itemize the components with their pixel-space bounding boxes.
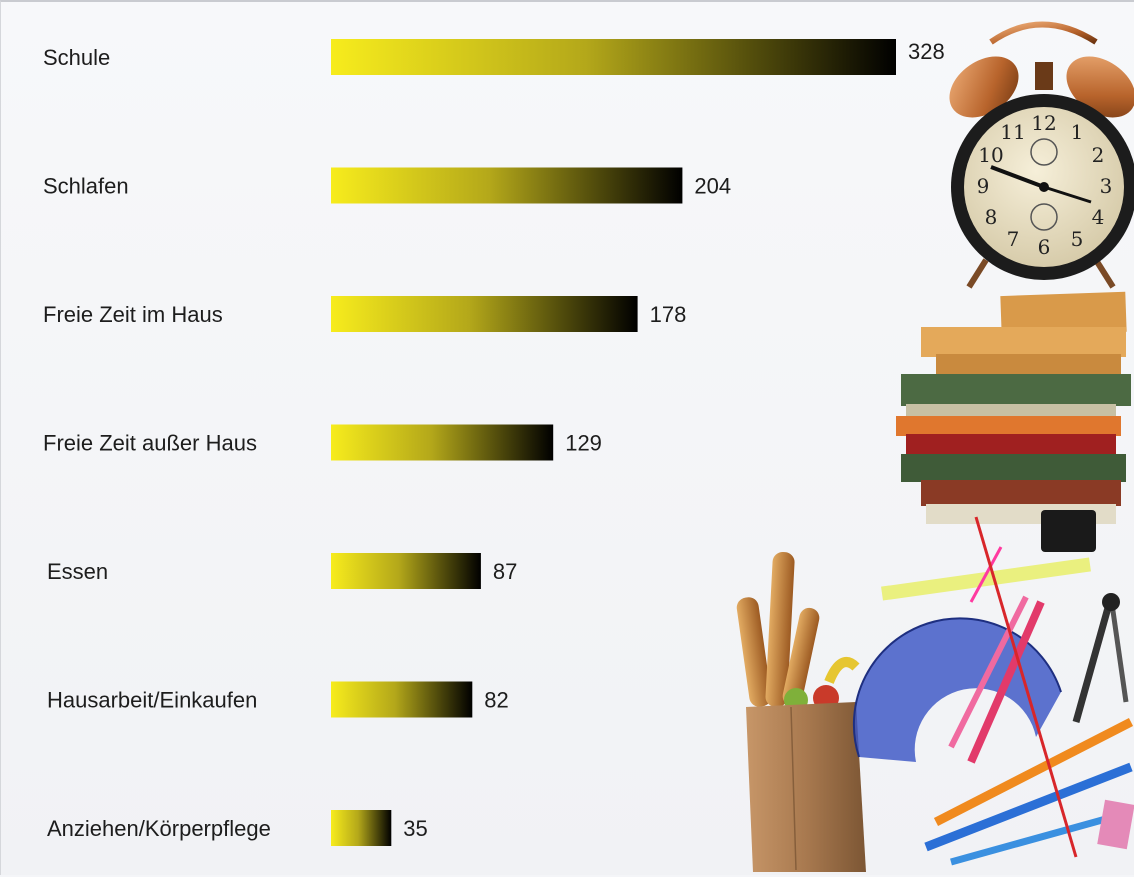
category-label: Hausarbeit/Einkaufen: [47, 688, 257, 713]
bar: [331, 296, 638, 332]
alarm-clock-icon: 12 1 2 3 4 5 6 7 8 9 10 11: [949, 21, 1134, 289]
protractor-icon: [852, 617, 1062, 762]
value-label: 87: [493, 559, 517, 584]
category-label: Anziehen/Körperpflege: [47, 816, 271, 841]
value-label: 82: [484, 688, 508, 713]
svg-text:1: 1: [1071, 120, 1084, 144]
value-label: 328: [908, 39, 945, 64]
bar: [331, 681, 473, 718]
svg-text:4: 4: [1092, 205, 1105, 229]
svg-text:5: 5: [1071, 227, 1084, 251]
pencils-icon: [924, 516, 1134, 866]
category-label: Essen: [47, 559, 108, 584]
svg-text:12: 12: [1031, 111, 1056, 135]
svg-text:7: 7: [1007, 227, 1020, 251]
category-label: Freie Zeit außer Haus: [43, 431, 257, 456]
value-label: 204: [694, 174, 731, 199]
ruler-icon: [881, 557, 1091, 601]
svg-text:8: 8: [985, 205, 998, 229]
bar: [331, 810, 392, 846]
category-label: Schlafen: [43, 174, 129, 199]
svg-text:3: 3: [1100, 174, 1113, 198]
value-label: 35: [403, 816, 427, 841]
bars-group: Schule 328 Schlafen 204 Freie Zeit im Haus 17…: [43, 39, 945, 846]
bar: [331, 167, 683, 204]
illustration: 12 1 2 3 4 5 6 7 8 9 10 11: [736, 21, 1134, 872]
svg-text:10: 10: [978, 143, 1003, 167]
svg-text:2: 2: [1092, 143, 1105, 167]
bread-bag-icon: [736, 552, 866, 872]
compass-icon: [1072, 593, 1129, 723]
bar: [331, 424, 554, 461]
svg-text:11: 11: [1000, 120, 1025, 144]
bar: [331, 39, 896, 75]
svg-text:6: 6: [1038, 235, 1051, 259]
bar: [331, 553, 481, 589]
category-label: Schule: [43, 45, 110, 70]
book-stack-icon: [896, 291, 1131, 552]
svg-text:9: 9: [977, 174, 990, 198]
category-label: Freie Zeit im Haus: [43, 302, 223, 327]
value-label: 129: [565, 431, 602, 456]
value-label: 178: [650, 302, 687, 327]
